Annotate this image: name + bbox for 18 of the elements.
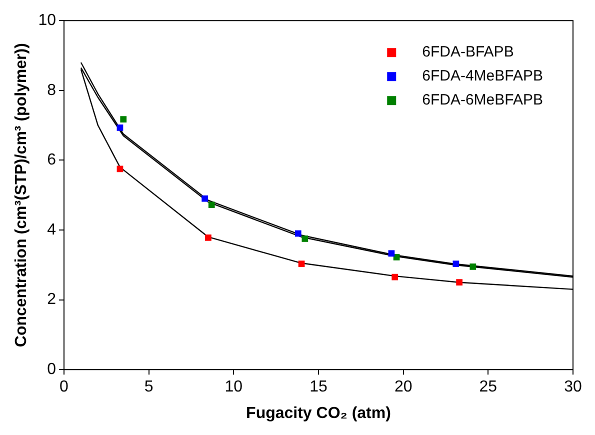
y-tick-label: 0 xyxy=(47,361,56,378)
x-tick-label: 20 xyxy=(394,378,412,396)
x-tick-label: 5 xyxy=(144,378,154,396)
x-tick-label: 30 xyxy=(564,378,582,396)
legend-label: 6FDA-4MeBFAPB xyxy=(422,68,544,85)
x-tick-label: 10 xyxy=(224,378,243,396)
y-tick-label: 4 xyxy=(47,221,56,238)
y-axis-title: Concentration (cm³(STP)/cm³ (polymer)) xyxy=(13,43,30,348)
x-tick-label: 0 xyxy=(60,378,69,396)
y-tick-label: 2 xyxy=(47,291,56,308)
x-tick-label: 25 xyxy=(479,378,498,396)
x-axis-title: Fugacity CO₂ (atm) xyxy=(246,404,391,422)
y-tick-label: 6 xyxy=(47,152,56,169)
x-tick-label: 15 xyxy=(310,378,328,396)
y-tick-label: 10 xyxy=(38,12,56,30)
legend-label: 6FDA-6MeBFAPB xyxy=(422,92,544,109)
legend-label: 6FDA-BFAPB xyxy=(422,44,514,61)
y-tick-label: 8 xyxy=(47,82,56,99)
